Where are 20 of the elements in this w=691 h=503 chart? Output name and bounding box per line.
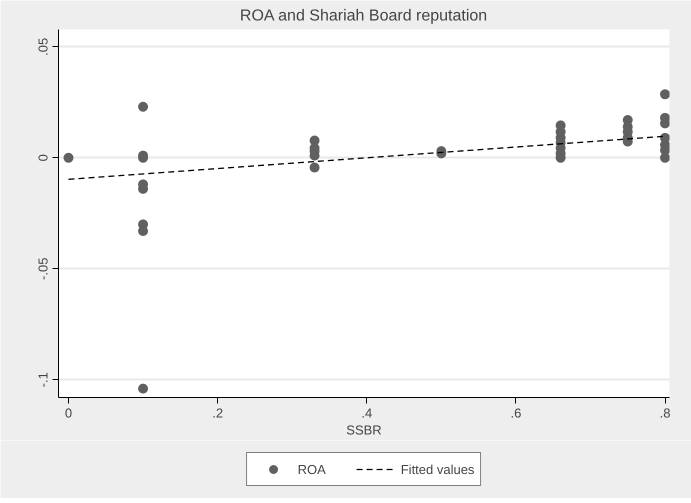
point <box>138 384 148 394</box>
point <box>310 162 320 173</box>
x-tick-label: .6 <box>510 406 522 420</box>
x-tick-label: .4 <box>361 406 372 420</box>
point <box>660 152 670 163</box>
y-tick-label: .05 <box>36 38 50 56</box>
point <box>138 102 148 112</box>
y-tick-label: -.05 <box>36 258 50 280</box>
chart-title: ROA and Shariah Board reputation <box>240 8 488 24</box>
legend-label: ROA <box>298 462 326 476</box>
y-tick-label: -.1 <box>36 372 50 388</box>
y-tick-label: 0 <box>36 154 50 162</box>
point <box>138 226 148 236</box>
x-tick-label: .2 <box>212 406 224 420</box>
x-axis-title: SSBR <box>346 422 382 438</box>
legend-label: Fitted values <box>400 462 474 476</box>
point <box>660 89 670 100</box>
point <box>63 152 74 163</box>
x-tick-label: 0 <box>64 406 72 420</box>
x-tick-label: .8 <box>660 406 670 420</box>
